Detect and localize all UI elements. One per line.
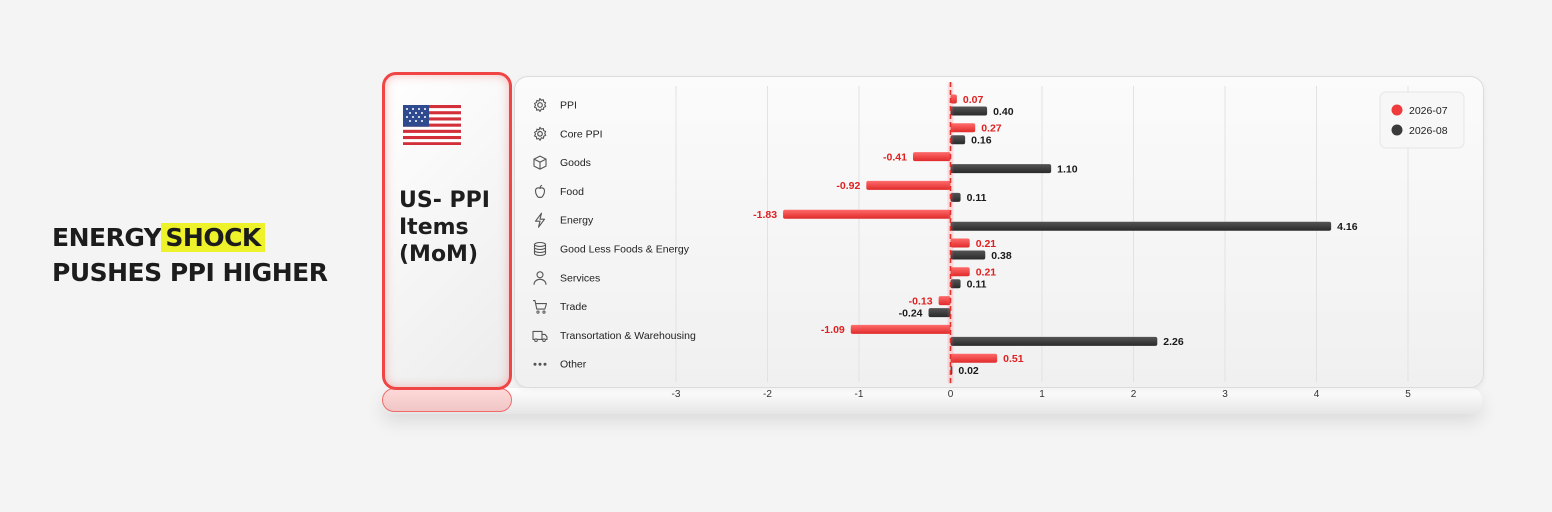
value-label-series-2-services: 0.11 [967,279,987,291]
bar-series-1-good-less-foods-energy [950,238,970,248]
category-label-food: Food [560,186,584,198]
bar-series-2-good-less-foods-energy [950,250,986,260]
bar-series-2-transortation-warehousing [950,336,1158,346]
bar-series-2-goods [950,164,1052,174]
bar-series-2-core-ppi [950,135,966,145]
lightning-icon [534,212,546,228]
database-icon [533,241,547,257]
value-label-series-2-core-ppi: 0.16 [971,135,992,147]
category-label-good-less-foods-energy: Good Less Foods & Energy [560,244,690,256]
dots-icon [533,362,547,366]
category-rows: PPI Core PPI Goods Food Energy Good Less Food… [532,97,696,371]
bar-series-1-energy [783,209,951,219]
legend-box [1379,91,1465,149]
value-label-series-2-ppi: 0.40 [993,106,1014,118]
bar-series-1-other [950,353,998,363]
x-tick-label: 0 [948,389,954,400]
value-label-series-1-food: -0.92 [836,180,860,192]
legend-label-1: 2026-07 [1409,105,1448,117]
category-label-other: Other [560,359,587,371]
x-axis-ticks: -3 -2 -1 0 1 2 3 4 5 [672,389,1412,400]
value-label-series-1-energy: -1.83 [753,209,777,221]
apple-icon [534,184,546,198]
category-label-transortation-warehousing: Transortation & Warehousing [560,330,696,342]
value-label-series-2-transortation-warehousing: 2.26 [1163,336,1184,348]
x-tick-label: 2 [1131,389,1137,400]
value-label-series-1-core-ppi: 0.27 [981,123,1002,135]
box-icon [533,155,547,170]
x-tick-label: 4 [1314,389,1320,400]
zero-line [947,82,954,384]
value-label-series-2-goods: 1.10 [1057,163,1078,175]
headline-word-energy: ENERGY [52,223,162,252]
bar-series-2-food [950,192,961,202]
category-label-trade: Trade [560,301,587,313]
value-label-series-1-transortation-warehousing: -1.09 [821,324,845,336]
truck-icon [532,330,548,343]
cart-icon [532,300,548,314]
headline-line-2: PUSHES PPI HIGHER [52,258,328,287]
value-label-series-2-energy: 4.16 [1337,221,1358,233]
legend-swatch-1 [1391,104,1403,116]
bar-series-2-ppi [950,106,988,116]
gear-icon [533,97,547,113]
bar-series-2-trade [928,308,951,318]
x-tick-label: 1 [1039,389,1045,400]
value-label-series-1-trade: -0.13 [909,295,933,307]
value-label-series-1-goods: -0.41 [883,151,907,163]
title-card: US- PPI Items (MoM) [382,72,512,390]
x-tick-label: 3 [1222,389,1228,400]
us-flag-icon [403,105,461,145]
chart-base-shelf [382,388,1482,414]
person-icon [533,271,547,286]
bar-series-1-ppi [950,94,957,104]
value-label-series-1-ppi: 0.07 [963,94,984,106]
category-label-services: Services [560,272,600,284]
bar-series-1-trade [938,296,951,306]
x-tick-label: 5 [1405,389,1411,400]
bars: 0.07 0.40 0.270.16 -0.41 1.10 -0.92 0.11 -1.83 4… [753,94,1358,377]
chart-title: US- PPI Items (MoM) [399,188,490,267]
category-label-core-ppi: Core PPI [560,128,603,140]
bar-series-1-goods [912,152,951,162]
x-tick-label: -3 [672,389,681,400]
headline: ENERGY SHOCK PUSHES PPI HIGHER [52,220,328,290]
legend: 2026-07 2026-08 [1379,91,1465,149]
category-label-goods: Goods [560,157,591,169]
headline-highlight-shock: SHOCK [161,223,265,252]
headline-line-1: ENERGY SHOCK [52,220,327,255]
bar-series-1-core-ppi [950,123,976,133]
value-label-series-1-other: 0.51 [1003,353,1024,365]
value-label-series-2-food: 0.11 [967,192,987,204]
value-label-series-1-services: 0.21 [976,267,997,279]
value-label-series-2-good-less-foods-energy: 0.38 [991,250,1012,262]
bar-series-2-energy [950,221,1332,231]
x-tick-label: -2 [763,389,772,400]
bar-series-1-transortation-warehousing [850,324,951,334]
bar-series-1-food [866,180,951,190]
gear-icon [533,126,547,141]
category-label-energy: Energy [560,215,594,227]
value-label-series-2-trade: -0.24 [899,307,923,319]
value-label-series-2-other: 0.02 [958,365,979,377]
x-tick-label: -1 [855,389,864,400]
legend-swatch-2 [1391,124,1403,136]
category-label-ppi: PPI [560,100,577,112]
bar-series-1-services [950,267,970,277]
value-label-series-1-good-less-foods-energy: 0.21 [976,238,997,250]
legend-label-2: 2026-08 [1409,125,1448,137]
bar-series-2-services [950,279,961,289]
